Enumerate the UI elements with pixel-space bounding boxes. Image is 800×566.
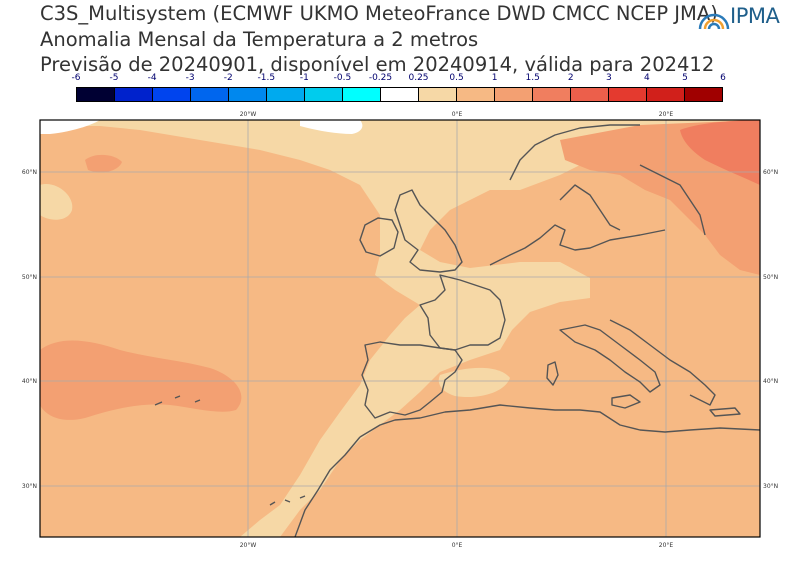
latitude-label: 30°N bbox=[22, 483, 37, 490]
anomaly-light-sea-blob bbox=[438, 367, 510, 398]
colorbar-cell bbox=[571, 88, 609, 101]
coast-baltic bbox=[639, 164, 706, 236]
colorbar-tick-label: 3 bbox=[605, 73, 612, 83]
longitude-label: 0°E bbox=[452, 111, 463, 118]
longitude-label: 20°E bbox=[659, 111, 674, 118]
coast-crete bbox=[709, 407, 741, 417]
anomaly-light-north-band bbox=[40, 120, 760, 537]
colorbar-tick-label: -6 bbox=[71, 73, 81, 83]
colorbar-tick-label: -0.25 bbox=[368, 73, 393, 83]
colorbar-cell bbox=[115, 88, 153, 101]
colorbar-cell bbox=[609, 88, 647, 101]
colorbar-cell bbox=[77, 88, 115, 101]
ipma-sun-logo-icon bbox=[698, 13, 730, 30]
colorbar-cell bbox=[533, 88, 571, 101]
colorbar-tick-label: 2 bbox=[567, 73, 574, 83]
colorbar-tick-label: 6 bbox=[720, 73, 726, 83]
colorbar-cell bbox=[305, 88, 343, 101]
longitude-label: 20°E bbox=[659, 542, 674, 549]
anomaly-light-west-blob bbox=[40, 184, 73, 220]
latitude-label: 30°N bbox=[763, 483, 778, 490]
colorbar-tick-label: -2 bbox=[223, 73, 233, 83]
latitude-label: 40°N bbox=[22, 378, 37, 385]
colorbar-tick-label: 5 bbox=[682, 73, 688, 83]
longitude-label: 0°E bbox=[452, 542, 463, 549]
coast-north-africa bbox=[359, 404, 760, 438]
title-line-2: Anomalia Mensal da Temperatura a 2 metro… bbox=[40, 28, 479, 51]
coast-sardinia-corsica bbox=[546, 361, 559, 386]
anomaly-warm-atlantic-west bbox=[40, 340, 242, 420]
colorbar-cell bbox=[229, 88, 267, 101]
anomaly-warmer-scandinavia bbox=[680, 120, 760, 185]
coast-italy bbox=[559, 324, 661, 393]
latitude-label: 50°N bbox=[22, 274, 37, 281]
colorbar-cell bbox=[153, 88, 191, 101]
colorbar-tick-label: -3 bbox=[185, 73, 195, 83]
colorbar-tick-label: 1.5 bbox=[525, 73, 540, 83]
coast-west-africa bbox=[294, 436, 361, 537]
coast-sicily bbox=[611, 394, 641, 409]
colorbar-tick-label: -5 bbox=[109, 73, 119, 83]
latitude-label: 60°N bbox=[22, 169, 37, 176]
anomaly-warm-atlantic-north bbox=[85, 154, 122, 173]
latitude-label: 60°N bbox=[763, 169, 778, 176]
anomaly-neutral-northwest bbox=[40, 120, 100, 134]
colorbar-tick-label: 1 bbox=[491, 73, 498, 83]
longitude-labels-bottom: 20°W 0°E 20°E bbox=[240, 542, 674, 549]
latitude-labels-right: 60°N 50°N 40°N 30°N bbox=[763, 169, 778, 490]
latitude-label: 50°N bbox=[763, 274, 778, 281]
title-line-1: C3S_Multisystem (ECMWF UKMO MeteoFrance … bbox=[40, 2, 718, 25]
coast-azores bbox=[154, 395, 201, 406]
coastlines bbox=[154, 124, 760, 537]
colorbar-tick-label: -1.5 bbox=[257, 73, 276, 83]
colorbar-cell bbox=[457, 88, 495, 101]
coast-great-britain bbox=[394, 189, 463, 273]
graticule bbox=[40, 120, 760, 537]
colorbar-cell bbox=[191, 88, 229, 101]
colorbar-cell bbox=[495, 88, 533, 101]
latitude-label: 40°N bbox=[763, 378, 778, 385]
colorbar-tick-label: -0.5 bbox=[333, 73, 352, 83]
longitude-labels-top: 20°W 0°E 20°E bbox=[240, 111, 674, 118]
longitude-label: 20°W bbox=[240, 542, 257, 549]
coast-france bbox=[419, 274, 506, 351]
colorbar-tick-label: -4 bbox=[147, 73, 157, 83]
coast-balkans bbox=[609, 319, 716, 406]
colorbar-cell bbox=[343, 88, 381, 101]
logo-text: IPMA bbox=[730, 4, 780, 28]
colorbar-tick-label: 0.25 bbox=[408, 73, 429, 83]
coast-scandinavia bbox=[509, 124, 640, 231]
title-line-3: Previsão de 20240901, disponível em 2024… bbox=[40, 53, 715, 76]
colorbar-cell bbox=[381, 88, 419, 101]
latitude-labels-left: 60°N 50°N 40°N 30°N bbox=[22, 169, 37, 490]
map-frame bbox=[39, 119, 761, 538]
colorbar bbox=[76, 87, 723, 102]
coast-canary-islands bbox=[269, 495, 306, 506]
coast-ireland bbox=[359, 217, 399, 257]
coast-denmark-germany bbox=[489, 224, 666, 266]
colorbar-cell bbox=[685, 88, 722, 101]
longitude-label: 20°W bbox=[240, 111, 257, 118]
colorbar-cell bbox=[267, 88, 305, 101]
coast-iberia bbox=[361, 341, 463, 419]
colorbar-cell bbox=[419, 88, 457, 101]
colorbar-tick-label: 0.5 bbox=[449, 73, 464, 83]
anomaly-neutral-north bbox=[300, 120, 363, 134]
colorbar-tick-label: -1 bbox=[299, 73, 309, 83]
colorbar-cell bbox=[647, 88, 685, 101]
colorbar-tick-label: 4 bbox=[644, 73, 650, 83]
